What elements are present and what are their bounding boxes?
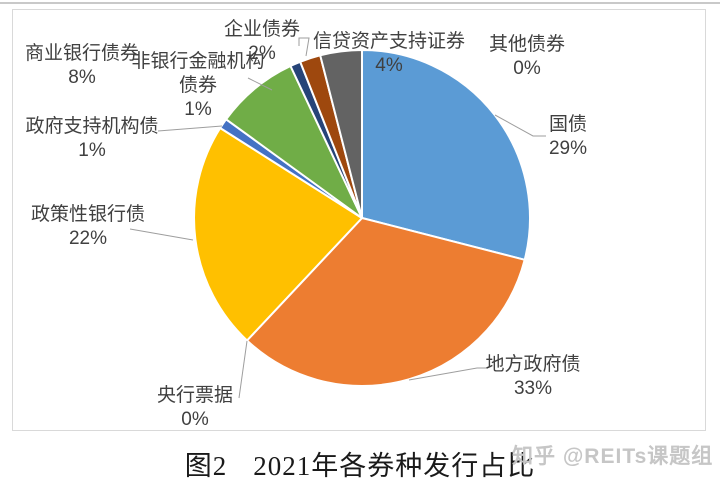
leader-line-4 <box>129 228 194 241</box>
pie-slice-1 <box>361 49 531 261</box>
pie-slice-9 <box>319 49 363 219</box>
figure-number: 图2 <box>184 451 228 480</box>
leader-line-7 <box>247 77 273 91</box>
leader-line-2 <box>408 367 486 381</box>
figure-title: 2021年各券种发行占比 <box>253 451 536 480</box>
pie-slice-2 <box>246 217 526 388</box>
pie-slice-4 <box>193 127 363 342</box>
leader-line-1 <box>494 114 546 137</box>
figure-caption: 图2 2021年各券种发行占比 <box>0 444 720 480</box>
leader-line-8 <box>298 37 310 57</box>
leader-line-3 <box>238 340 248 399</box>
watermark: 知乎 @REITs课题组 <box>512 445 714 468</box>
leader-line-5 <box>157 125 223 132</box>
page-top-border <box>0 2 720 4</box>
